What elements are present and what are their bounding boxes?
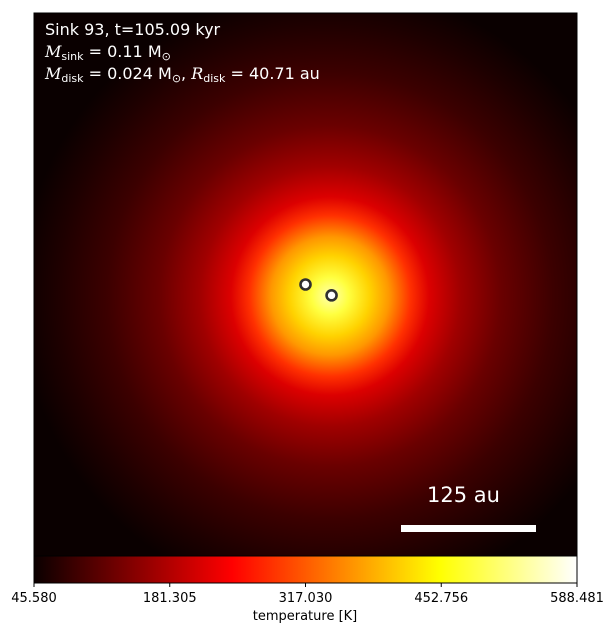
sinks-layer (299, 278, 338, 302)
disk-mass-unit-subscript: ⊙ (171, 72, 182, 85)
colorbar-tick-label-1: 45.580 (11, 591, 57, 606)
disk-radius-separator: , (181, 64, 192, 83)
disk-mass-value: = 0.024 M (83, 64, 172, 83)
disk-radius-value: = 40.71 au (225, 64, 320, 83)
sink-marker-1 (299, 278, 312, 291)
colorbar-tick-label-3: 317.030 (278, 591, 333, 606)
sink-title: Sink 93, t=105.09 kyr (45, 20, 221, 39)
sink-mass-annotation: Msink = 0.11 M⊙ (45, 41, 171, 68)
disk-radius-symbol: R (191, 64, 204, 83)
colorbar (33, 555, 578, 584)
disk-annotation: Mdisk = 0.024 M⊙, Rdisk = 40.71 au (45, 63, 320, 90)
sink-mass-value: = 0.11 M (83, 42, 162, 61)
colorbar-label: temperature [K] (252, 609, 358, 624)
colorbar-tick-label-5: 588.481 (550, 591, 604, 606)
colorbar-tick-label-4: 452.756 (414, 591, 469, 606)
scale-bar-label: 125 au (427, 483, 500, 507)
scale-bar (401, 525, 536, 532)
disk-mass-subscript: disk (61, 72, 84, 85)
sink-mass-symbol: M (45, 42, 62, 61)
disk-mass-symbol: M (45, 64, 62, 83)
disk-radius-subscript: disk (203, 72, 226, 85)
colorbar-ticks (33, 583, 578, 587)
sink-marker-2 (325, 289, 338, 302)
sink-mass-subscript: sink (61, 50, 84, 63)
sink-mass-unit-subscript: ⊙ (161, 50, 171, 63)
colorbar-tick-label-2: 181.305 (142, 591, 197, 606)
